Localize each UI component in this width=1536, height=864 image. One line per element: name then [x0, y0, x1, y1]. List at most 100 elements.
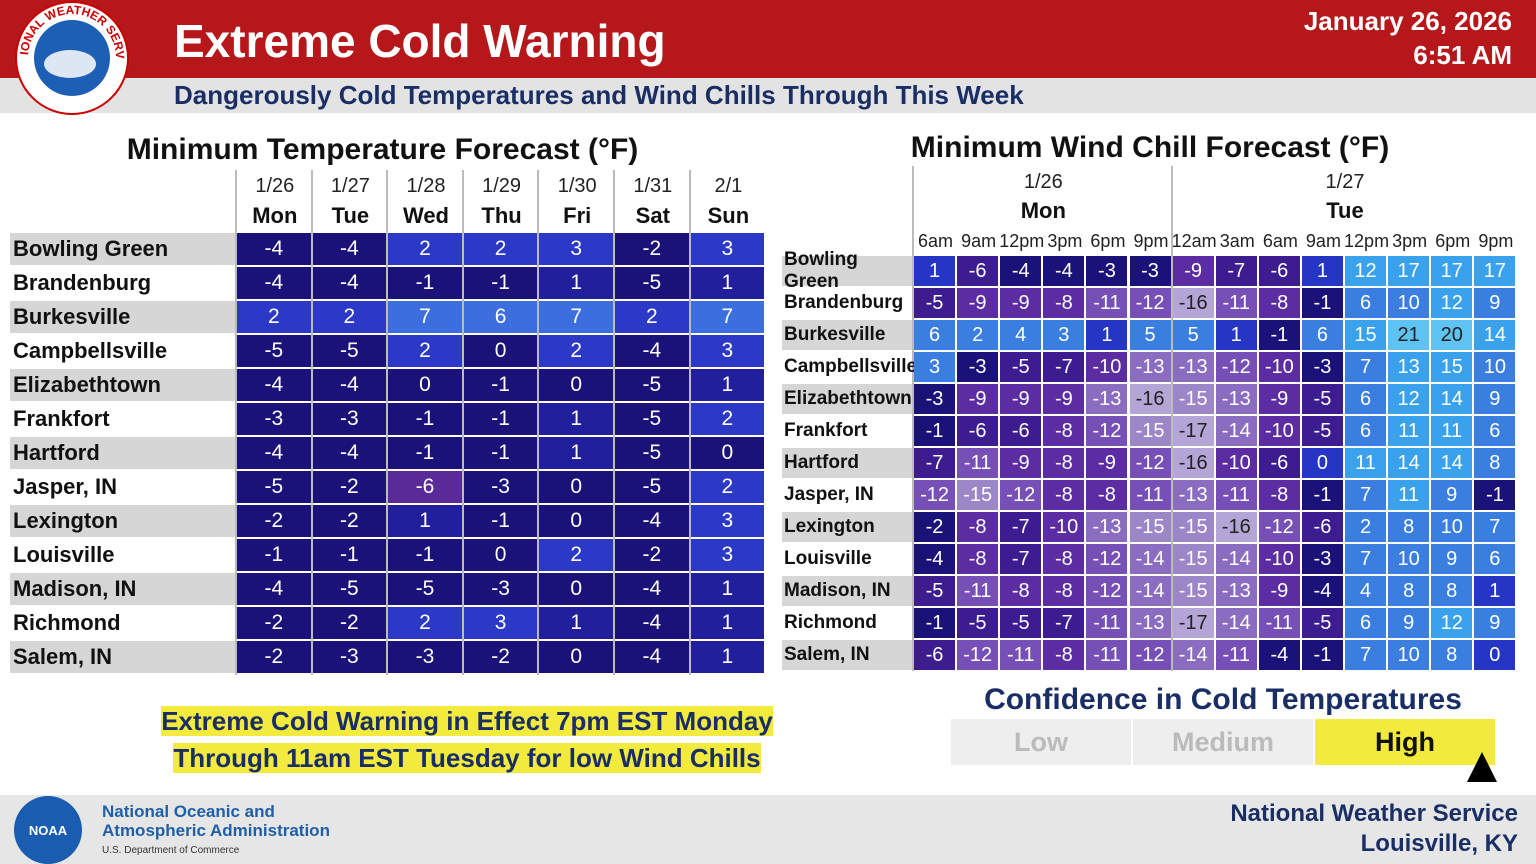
- date-header: 1/29: [482, 174, 522, 197]
- chill-cell: -9: [957, 288, 999, 318]
- temp-cell: 2: [690, 403, 765, 435]
- row-name: Elizabethtown: [10, 369, 235, 401]
- chill-cell: -11: [1086, 640, 1128, 670]
- date-header: 2/1: [714, 174, 743, 197]
- chill-cell: -5: [914, 576, 956, 606]
- day-header: Sat: [635, 203, 670, 228]
- temp-cell: -5: [615, 369, 689, 401]
- chill-cell: 1: [1215, 320, 1257, 350]
- logo-cloud: [44, 50, 96, 78]
- temp-cell: 1: [690, 267, 765, 299]
- chill-cell: -9: [1043, 384, 1085, 414]
- chill-cell: -6: [957, 416, 999, 446]
- chill-cell: -9: [1000, 384, 1042, 414]
- chill-cell: 0: [1474, 640, 1516, 670]
- chill-cell: -3: [1301, 352, 1343, 382]
- chill-cell: 5: [1129, 320, 1171, 350]
- chill-cell: 12: [1431, 288, 1473, 318]
- date-header: 1/30: [557, 174, 597, 197]
- chill-cell: -8: [957, 512, 999, 542]
- chill-cell: -6: [1301, 512, 1343, 542]
- chill-cell: 14: [1431, 384, 1473, 414]
- chill-cell: -13: [1215, 576, 1257, 606]
- temp-cell: -5: [237, 335, 311, 367]
- chill-cell: 10: [1388, 288, 1430, 318]
- day-header: Wed: [402, 203, 449, 228]
- column-separator: [310, 170, 313, 675]
- chill-cell: -9: [957, 384, 999, 414]
- chill-cell: -15: [1129, 512, 1171, 542]
- row-name: Lexington: [10, 505, 235, 537]
- chill-cell: -4: [914, 544, 956, 574]
- temp-cell: -5: [615, 403, 689, 435]
- day-header: Thu: [481, 203, 522, 228]
- temp-cell: 1: [690, 369, 765, 401]
- header-bar: [0, 0, 1536, 78]
- chill-cell: -9: [1172, 256, 1214, 286]
- chill-cell: 17: [1431, 256, 1473, 286]
- chill-cell: 6: [1345, 288, 1387, 318]
- chill-cell: -1: [1301, 640, 1343, 670]
- chill-cell: -16: [1172, 448, 1214, 478]
- temp-cell: 3: [690, 505, 765, 537]
- chill-cell: 17: [1388, 256, 1430, 286]
- temp-cell: 1: [539, 607, 613, 639]
- temp-cell: -5: [615, 437, 689, 469]
- chill-cell: -15: [957, 480, 999, 510]
- temp-cell: -4: [312, 233, 387, 265]
- office: National Weather Service: [1230, 800, 1518, 827]
- chill-cell: -14: [1129, 544, 1171, 574]
- warning-line: Through 11am EST Tuesday for low Wind Ch…: [173, 743, 761, 773]
- chill-cell: 12: [1388, 384, 1430, 414]
- temp-cell: 2: [237, 301, 311, 333]
- temp-cell: -1: [463, 369, 538, 401]
- time-header: 12am: [1171, 230, 1217, 251]
- temp-cell: 2: [388, 607, 462, 639]
- temp-cell: -2: [615, 233, 689, 265]
- temp-cell: -3: [463, 573, 538, 605]
- chill-cell: -6: [1258, 256, 1300, 286]
- chill-cell: 15: [1431, 352, 1473, 382]
- chill-cell: -16: [1129, 384, 1171, 414]
- temp-cell: 3: [539, 233, 613, 265]
- chill-cell: 6: [1345, 384, 1387, 414]
- temp-cell: 1: [388, 505, 462, 537]
- temp-cell: 1: [690, 573, 765, 605]
- chill-cell: -4: [1301, 576, 1343, 606]
- chill-cell: -8: [1043, 544, 1085, 574]
- chill-cell: -14: [1215, 416, 1257, 446]
- chill-cell: -13: [1129, 352, 1171, 382]
- chill-cell: 7: [1345, 352, 1387, 382]
- chill-cell: 7: [1345, 544, 1387, 574]
- day-header: Mon: [252, 203, 298, 228]
- row-name: Louisville: [784, 548, 872, 569]
- chill-cell: -12: [957, 640, 999, 670]
- temp-cell: -4: [615, 641, 689, 673]
- temp-cell: -4: [312, 369, 387, 401]
- chill-cell: -5: [957, 608, 999, 638]
- chill-cell: -5: [1301, 384, 1343, 414]
- time-header: 6am: [1262, 230, 1298, 251]
- temp-cell: -2: [312, 607, 387, 639]
- day-header: Fri: [563, 203, 592, 228]
- chill-cell: -13: [1129, 608, 1171, 638]
- date-header: 1/26: [1023, 170, 1063, 193]
- temp-cell: 2: [388, 233, 462, 265]
- date-header: 1/31: [633, 174, 673, 197]
- column-separator: [461, 170, 464, 675]
- chill-cell: -10: [1258, 544, 1300, 574]
- temp-cell: -5: [388, 573, 462, 605]
- chill-cell: 9: [1431, 480, 1473, 510]
- chill-cell: -6: [957, 256, 999, 286]
- time-header: 6pm: [1090, 230, 1126, 251]
- temp-cell: 1: [539, 267, 613, 299]
- temp-cell: -5: [312, 335, 387, 367]
- temp-cell: -2: [237, 505, 311, 537]
- temp-cell: 3: [690, 233, 765, 265]
- chill-cell: 12: [1345, 256, 1387, 286]
- confidence-level: High: [1315, 719, 1495, 765]
- chill-cell: 3: [1043, 320, 1085, 350]
- chill-cell: -8: [1043, 288, 1085, 318]
- temp-cell: 0: [539, 573, 613, 605]
- chill-cell: 7: [1345, 480, 1387, 510]
